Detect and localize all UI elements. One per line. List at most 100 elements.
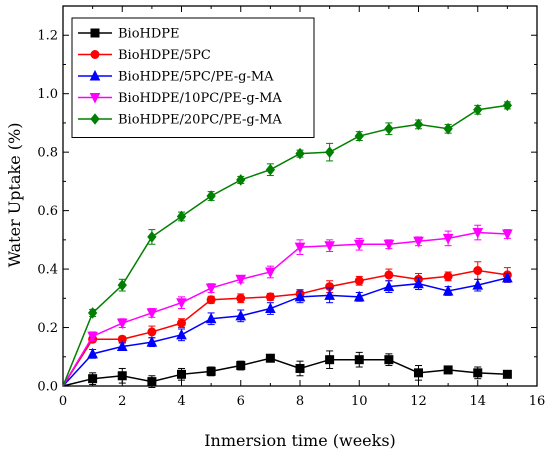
y-tick-label: 1.2 bbox=[37, 29, 58, 44]
series-line bbox=[62, 357, 508, 387]
x-tick-label: 4 bbox=[177, 394, 185, 409]
data-point bbox=[324, 289, 335, 300]
legend-marker bbox=[90, 28, 100, 38]
data-point bbox=[443, 271, 453, 281]
y-tick-label: 1.0 bbox=[37, 87, 58, 102]
data-point bbox=[442, 233, 454, 245]
legend-item: BioHDPE/10PC/PE-g-MA bbox=[78, 91, 282, 106]
data-point bbox=[324, 241, 335, 252]
data-point bbox=[235, 274, 247, 286]
legend-label: BioHDPE/5PC/PE-g-MA bbox=[118, 70, 274, 85]
data-point bbox=[176, 210, 187, 223]
data-point bbox=[324, 146, 335, 158]
data-point bbox=[236, 361, 246, 371]
data-point bbox=[473, 368, 483, 378]
series-line bbox=[62, 269, 508, 387]
data-point bbox=[354, 130, 364, 142]
data-point bbox=[294, 290, 306, 302]
legend-marker bbox=[90, 113, 100, 125]
legend-item: BioHDPE/5PC/PE-g-MA bbox=[78, 70, 274, 85]
data-point bbox=[354, 276, 364, 286]
data-point bbox=[206, 366, 216, 376]
data-point bbox=[265, 292, 275, 302]
data-point bbox=[414, 368, 423, 378]
data-point bbox=[502, 271, 513, 283]
data-point bbox=[502, 99, 513, 112]
legend-item: BioHDPE/5PC bbox=[78, 48, 211, 63]
data-point bbox=[177, 369, 186, 379]
data-point bbox=[265, 163, 276, 176]
x-tick-label: 12 bbox=[410, 394, 427, 409]
data-point bbox=[87, 307, 98, 319]
axes: 0 2 4 6 8 10 12 14 16 0.0 0.2 0.4 0.6 0.8 1.0 1.2 bbox=[37, 5, 545, 409]
data-point bbox=[443, 365, 453, 375]
y-tick-label: 0.0 bbox=[37, 380, 58, 395]
x-tick-label: 14 bbox=[469, 394, 486, 409]
legend-marker bbox=[89, 93, 101, 104]
data-point bbox=[502, 229, 513, 241]
series-line bbox=[62, 231, 508, 387]
data-point bbox=[295, 147, 305, 160]
y-tick-label: 0.6 bbox=[37, 204, 58, 219]
x-axis-title: Inmersion time (weeks) bbox=[204, 431, 396, 450]
data-point bbox=[472, 228, 484, 239]
y-axis-title: Water Uptake (%) bbox=[5, 123, 24, 268]
series-3 bbox=[62, 224, 513, 387]
series-line bbox=[62, 277, 508, 387]
data-point bbox=[236, 293, 246, 303]
data-point bbox=[205, 283, 217, 295]
data-point bbox=[473, 103, 483, 116]
data-point bbox=[117, 371, 127, 381]
data-point bbox=[147, 327, 157, 337]
data-point bbox=[383, 280, 395, 292]
data-point bbox=[265, 302, 276, 314]
data-point bbox=[295, 363, 305, 373]
data-point bbox=[116, 340, 128, 352]
legend-item: BioHDPE bbox=[78, 27, 180, 42]
data-point bbox=[87, 347, 98, 359]
legend-label: BioHDPE bbox=[118, 27, 180, 42]
x-tick-label: 0 bbox=[59, 394, 67, 409]
data-point bbox=[88, 374, 98, 384]
data-point bbox=[236, 174, 246, 186]
y-tick-label: 0.2 bbox=[37, 321, 58, 336]
data-point bbox=[442, 284, 454, 296]
legend-item: BioHDPE/20PC/PE-g-MA bbox=[78, 113, 282, 128]
y-tick-label: 0.4 bbox=[37, 263, 58, 278]
legend-marker bbox=[90, 50, 100, 59]
data-point bbox=[147, 377, 157, 387]
data-point bbox=[472, 279, 484, 290]
data-point bbox=[294, 242, 306, 254]
data-point bbox=[354, 355, 364, 365]
data-point bbox=[205, 312, 217, 324]
legend-box bbox=[71, 17, 315, 138]
data-point bbox=[177, 318, 186, 328]
legend-marker bbox=[89, 69, 101, 81]
data-point bbox=[176, 298, 187, 309]
data-point bbox=[384, 270, 394, 280]
data-point bbox=[147, 231, 157, 243]
series-line bbox=[62, 104, 508, 387]
y-tick-label: 0.8 bbox=[37, 146, 58, 161]
legend: BioHDPE BioHDPE/5PC BioHDPE/5PC/PE-g-MA Bio… bbox=[71, 17, 315, 138]
x-tick-label: 6 bbox=[237, 394, 245, 409]
series-2 bbox=[62, 271, 513, 387]
data-point bbox=[353, 239, 365, 251]
series-4 bbox=[62, 99, 513, 387]
data-point bbox=[206, 190, 216, 202]
data-point bbox=[176, 328, 187, 340]
data-point bbox=[384, 355, 394, 365]
data-point bbox=[116, 318, 128, 330]
data-point bbox=[413, 277, 424, 289]
legend-label: BioHDPE/10PC/PE-g-MA bbox=[118, 91, 282, 106]
data-point bbox=[443, 122, 453, 135]
x-tick-label: 10 bbox=[351, 394, 368, 409]
data-point bbox=[265, 353, 275, 363]
data-point bbox=[87, 331, 98, 343]
data-point bbox=[384, 122, 394, 135]
data-point bbox=[413, 236, 424, 248]
data-point bbox=[473, 266, 483, 276]
data-point bbox=[146, 308, 158, 320]
series-layer bbox=[62, 99, 513, 388]
